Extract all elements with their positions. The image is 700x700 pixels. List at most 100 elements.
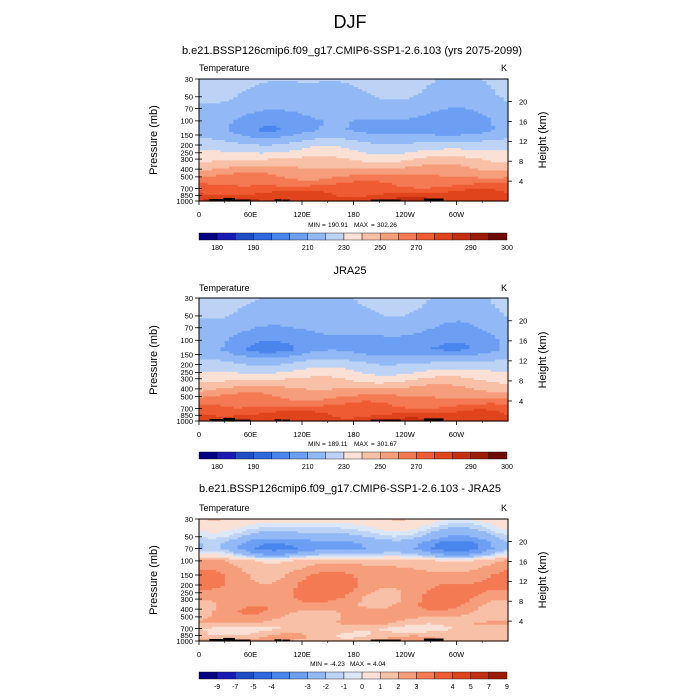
contour-cell [349,109,355,113]
contour-cell [443,129,449,133]
contour-cell [499,79,505,82]
contour-cell [379,105,385,109]
y2-axis-label: Height (km) [537,112,549,169]
contour-cell [435,113,440,117]
contour-cell [267,121,273,125]
contour-cell [246,93,252,96]
contour-cell [276,129,282,133]
contour-cell [383,93,389,96]
contour-cell [465,113,470,117]
contour-cell [327,101,333,104]
contour-cell [422,103,428,107]
contour-cell [332,129,337,133]
contour-cell [263,83,269,86]
contour-cell [314,129,320,133]
contour-cell [439,123,445,127]
contour-cell [229,95,234,98]
contour-cell [426,101,432,104]
contour-cell [241,113,247,117]
contour-cell [336,89,342,92]
contour-cell [254,101,260,104]
contour-cell [220,115,226,119]
contour-cell [426,87,432,90]
contour-cell [490,117,496,121]
contour-cell [469,111,475,115]
contour-cell [280,111,286,115]
contour-cell [263,93,269,96]
contour-cell [405,81,410,84]
contour-cell [465,117,470,121]
contour-cell [237,83,243,86]
contour-cell [503,97,509,100]
contour-cell [267,107,273,111]
contour-cell [357,109,363,113]
contour-cell [207,81,213,84]
contour-cell [327,93,333,96]
contour-cell [422,123,428,127]
contour-cell [405,85,410,88]
contour-cell [362,83,367,86]
contour-cell [336,79,342,82]
contour-cell [460,129,466,133]
contour-cell [387,87,393,90]
contour-cell [267,109,273,113]
contour-cell [409,85,415,88]
contour-cell [336,93,342,96]
contour-cell [490,103,496,107]
contour-cell [383,101,389,104]
contour-cell [332,97,337,100]
contour-cell [297,109,303,113]
contour-cell [413,81,419,84]
contour-cell [319,79,325,82]
contour-cell [259,115,264,119]
contour-cell [366,127,372,131]
contour-cell [366,97,372,100]
contour-cell [280,113,286,117]
contour-cell [271,121,277,125]
contour-cell [297,113,303,117]
contour-cell [469,113,475,117]
contour-cell [246,95,252,98]
contour-cell [426,125,432,129]
contour-cell [439,95,445,98]
contour-cell [400,103,406,107]
contour-cell [314,125,320,129]
contour-cell [233,123,239,127]
contour-cell [465,81,470,84]
contour-cell [374,81,380,84]
contour-cell [246,99,252,102]
contour-cell [473,89,479,92]
contour-cell [465,123,470,127]
colorbar-swatch [434,232,453,241]
contour-cell [435,105,440,109]
contour-cell [413,99,419,102]
contour-cell [237,109,243,113]
contour-cell [366,115,372,119]
contour-cell [327,95,333,98]
contour-cell [199,111,204,115]
contour-cell [224,109,230,113]
contour-cell [302,103,307,107]
contour-cell [263,99,269,102]
contour-cell [323,91,329,94]
contour-cell [276,107,282,111]
contour-cell [486,83,492,86]
contour-cell [302,119,307,123]
contour-cell [366,119,372,123]
colorbar-swatch [398,232,417,241]
contour-cell [482,89,488,92]
colorbar-label: 270 [411,245,423,252]
contour-cell [370,97,376,100]
contour-cell [443,123,449,127]
contour-cell [216,89,222,92]
contour-cell [229,87,234,90]
contour-cell [495,123,501,127]
contour-cell [465,93,470,96]
contour-cell [229,113,234,117]
colorbar-label: 180 [211,245,223,252]
contour-cell [486,129,492,133]
contour-cell [246,113,252,117]
contour-cell [327,129,333,133]
contour-cell [319,109,325,113]
contour-cell [284,121,290,125]
